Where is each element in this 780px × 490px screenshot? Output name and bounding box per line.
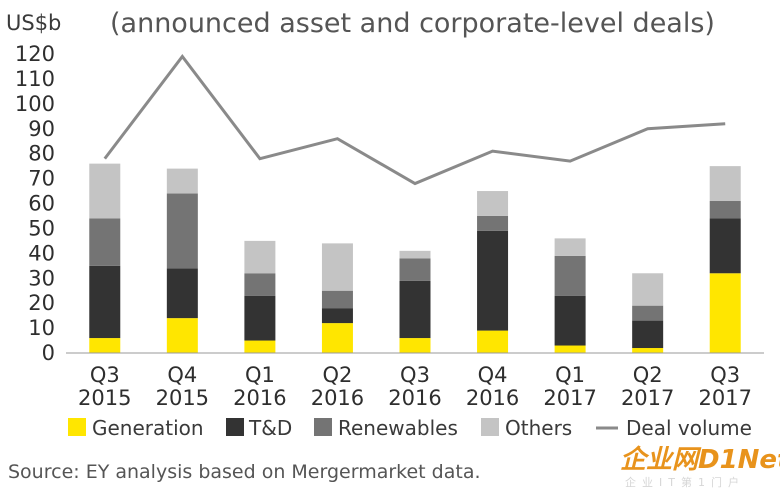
legend-label-td: T&D	[248, 416, 292, 440]
bar-segment-t-d	[477, 230, 509, 331]
x-tick-label: Q2	[633, 363, 663, 387]
x-tick-label: 2017	[698, 386, 751, 410]
x-tick-label: Q1	[245, 363, 275, 387]
x-tick-label: 2016	[388, 386, 441, 410]
bar-segment-t-d	[321, 308, 353, 324]
legend-swatch-td	[226, 418, 244, 436]
legend-label-deal-volume: Deal volume	[626, 416, 752, 440]
bar-segment-renewables	[709, 201, 741, 219]
bar-segment-others	[166, 168, 198, 194]
y-tick-label: 50	[28, 216, 55, 240]
legend: Generation T&D Renewables Others Deal vo…	[68, 416, 752, 440]
legend-swatch-others	[481, 418, 499, 436]
deal-volume-line	[103, 54, 726, 186]
bar-segment-renewables	[477, 215, 509, 231]
legend-label-generation: Generation	[92, 416, 204, 440]
x-tick-label: Q4	[167, 363, 197, 387]
y-unit-label: US$b	[6, 11, 61, 35]
x-tick-label: Q3	[400, 363, 430, 387]
chart-subtitle: (announced asset and corporate-level dea…	[110, 8, 715, 39]
bar-segment-generation	[554, 345, 586, 353]
bar-segment-generation	[709, 273, 741, 353]
bar-segment-renewables	[632, 305, 664, 321]
bar-segment-others	[709, 166, 741, 202]
bar-segment-others	[554, 238, 586, 256]
bar-segment-t-d	[632, 320, 664, 349]
y-tick-label: 20	[28, 291, 55, 315]
y-tick-label: 40	[28, 241, 55, 265]
source-note: Source: EY analysis based on Mergermarke…	[8, 461, 481, 483]
watermark-tagline: 企业IT第1门户	[625, 475, 745, 489]
bar-segment-t-d	[709, 218, 741, 274]
x-tick-label: 2016	[311, 386, 364, 410]
bar-segment-t-d	[166, 268, 198, 319]
x-tick-label: Q2	[322, 363, 352, 387]
y-tick-label: 120	[15, 42, 55, 66]
x-tick-label: 2016	[466, 386, 519, 410]
bar-segment-generation	[244, 340, 276, 353]
y-tick-label: 0	[42, 341, 55, 365]
bar-segment-generation	[321, 323, 353, 353]
bar-segment-others	[399, 250, 431, 259]
x-tick-label: Q1	[555, 363, 585, 387]
watermark-logo: 企业网D1Net	[620, 445, 780, 475]
bar-segment-others	[321, 243, 353, 291]
legend-swatch-renewables	[314, 418, 332, 436]
bar-segment-generation	[477, 330, 509, 353]
bar-segment-renewables	[554, 255, 586, 296]
bar-segment-renewables	[244, 273, 276, 296]
x-tick-label: Q4	[478, 363, 508, 387]
y-tick-label: 80	[28, 142, 55, 166]
bar-segment-generation	[632, 348, 664, 353]
bar-segment-renewables	[166, 193, 198, 269]
watermark: 企业网D1Net 企业IT第1门户	[620, 445, 780, 489]
bar-segment-renewables	[89, 218, 121, 266]
bar-segment-generation	[166, 318, 198, 353]
x-tick-label: Q3	[710, 363, 740, 387]
bar-segment-t-d	[554, 295, 586, 346]
x-tick-label: 2015	[78, 386, 131, 410]
x-tick-label: 2017	[543, 386, 596, 410]
y-tick-label: 90	[28, 117, 55, 141]
y-tick-label: 100	[15, 92, 55, 116]
x-tick-label: Q3	[90, 363, 120, 387]
bar-segment-others	[632, 273, 664, 306]
x-tick-label: 2016	[233, 386, 286, 410]
bar-segment-t-d	[399, 280, 431, 339]
x-tick-label: 2015	[156, 386, 209, 410]
y-tick-label: 60	[28, 192, 55, 216]
bar-segment-others	[244, 240, 276, 274]
bars	[89, 163, 741, 353]
bar-segment-generation	[89, 338, 121, 353]
legend-label-renewables: Renewables	[338, 416, 458, 440]
y-tick-label: 70	[28, 167, 55, 191]
bar-segment-generation	[399, 338, 431, 353]
legend-swatch-generation	[68, 418, 86, 436]
legend-label-others: Others	[505, 416, 572, 440]
bar-segment-renewables	[399, 258, 431, 281]
bar-segment-t-d	[244, 295, 276, 341]
bar-segment-others	[477, 191, 509, 216]
y-tick-label: 30	[28, 266, 55, 290]
y-tick-label: 10	[28, 316, 55, 340]
bar-segment-t-d	[89, 265, 121, 339]
bar-segment-others	[89, 163, 121, 219]
x-tick-label: 2017	[621, 386, 674, 410]
bar-segment-renewables	[321, 290, 353, 309]
y-tick-label: 110	[15, 67, 55, 91]
x-axis: Q32015Q42015Q12016Q22016Q32016Q42016Q120…	[78, 363, 752, 410]
